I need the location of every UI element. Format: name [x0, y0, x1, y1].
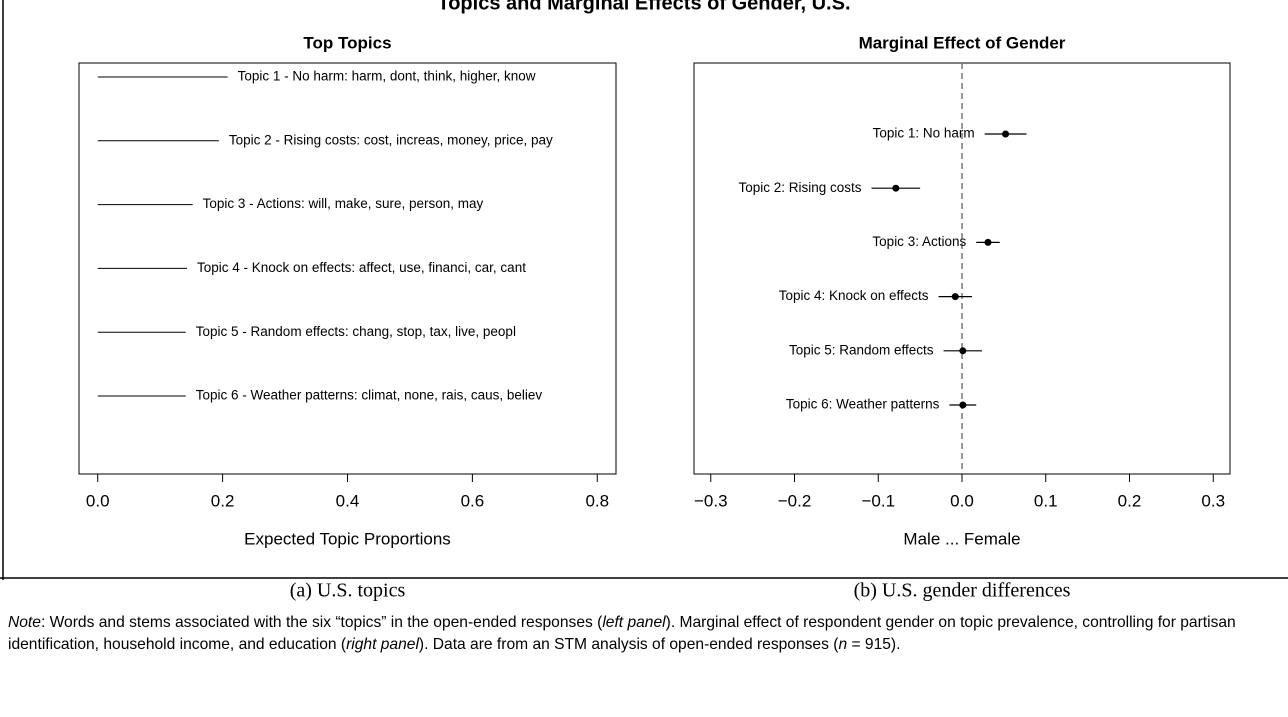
point	[984, 238, 992, 246]
x-tick-label: 0.3	[1201, 491, 1225, 510]
point	[1002, 130, 1010, 138]
x-tick-label: −0.3	[694, 491, 728, 510]
point	[959, 401, 967, 409]
x-axis-label: Expected Topic Proportions	[244, 529, 451, 548]
topic-label: Topic 6 - Weather patterns: climat, none…	[196, 388, 543, 403]
note-text: right panel	[346, 636, 419, 653]
note-text: n	[838, 636, 848, 653]
topic-label: Topic 1 - No harm: harm, dont, think, hi…	[238, 69, 536, 84]
topic-label: Topic 5: Random effects	[789, 342, 934, 357]
topic-label: Topic 2: Rising costs	[738, 180, 861, 195]
figure-title: Topics and Marginal Effects of Gender, U…	[437, 0, 850, 14]
topic-label: Topic 6: Weather patterns	[786, 397, 940, 412]
topic-label: Topic 5 - Random effects: chang, stop, t…	[196, 324, 516, 339]
topic-label: Topic 4: Knock on effects	[779, 288, 929, 303]
x-tick-label: 0.2	[1118, 491, 1142, 510]
note-text: Note	[8, 614, 41, 631]
note: Note: Words and stems associated with th…	[8, 612, 1284, 656]
note-text: left panel	[602, 614, 666, 631]
note-text: ). Marginal effect of respondent gender …	[8, 614, 1236, 653]
topic-label: Topic 1: No harm	[873, 126, 975, 141]
x-tick-label: 0.0	[950, 491, 974, 510]
point	[892, 184, 900, 192]
x-tick-label: 0.4	[336, 491, 360, 510]
x-tick-label: −0.1	[861, 491, 895, 510]
panel-title: Top Topics	[303, 33, 391, 52]
x-tick-label: 0.0	[86, 491, 110, 510]
x-axis-label: Male ... Female	[903, 529, 1020, 548]
topic-label: Topic 3 - Actions: will, make, sure, per…	[203, 196, 484, 211]
point	[959, 347, 967, 355]
note-text: : Words and stems associated with the si…	[40, 614, 603, 631]
x-tick-label: 0.1	[1034, 491, 1058, 510]
x-tick-label: −0.2	[778, 491, 812, 510]
x-tick-label: 0.8	[585, 491, 609, 510]
caption: (b) U.S. gender differences	[854, 580, 1071, 602]
caption: (a) U.S. topics	[290, 580, 406, 602]
x-tick-label: 0.2	[211, 491, 235, 510]
panel-title: Marginal Effect of Gender	[859, 33, 1066, 52]
topic-label: Topic 4 - Knock on effects: affect, use,…	[197, 260, 526, 275]
point	[951, 293, 959, 301]
topic-label: Topic 2 - Rising costs: cost, increas, m…	[229, 132, 553, 147]
x-tick-label: 0.6	[461, 491, 485, 510]
note-text: ). Data are from an STM analysis of open…	[418, 636, 839, 653]
note-text: = 915).	[847, 636, 901, 653]
topic-label: Topic 3: Actions	[872, 234, 966, 249]
